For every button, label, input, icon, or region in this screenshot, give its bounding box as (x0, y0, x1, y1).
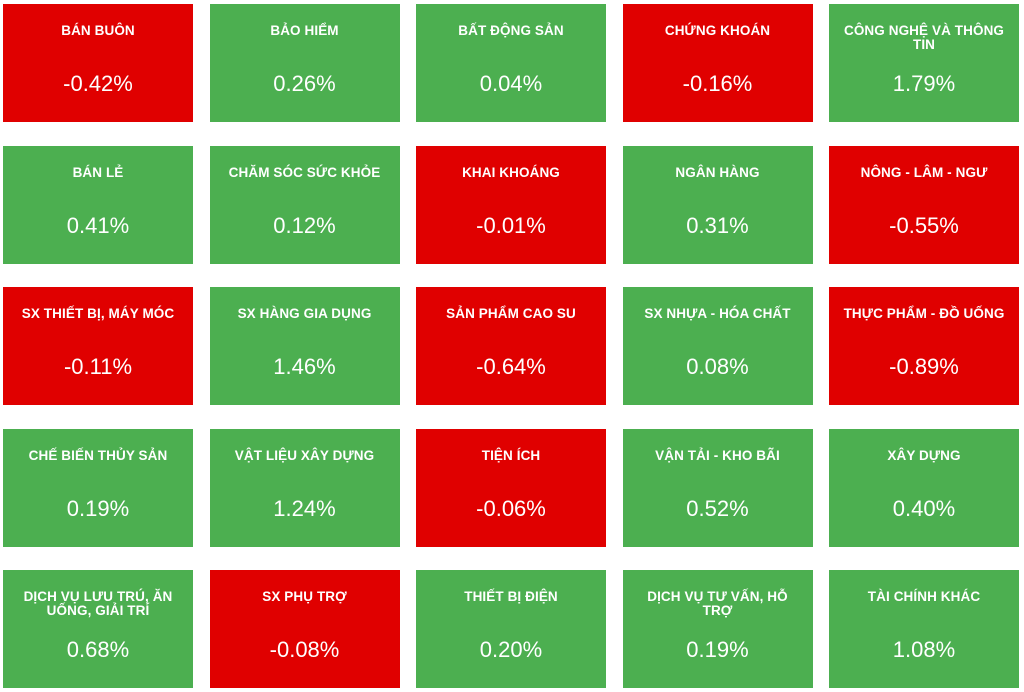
sector-change: 0.19% (686, 637, 749, 662)
sector-tile[interactable]: VẬN TẢI - KHO BÃI 0.52% (622, 428, 813, 547)
sector-name: XÂY DỰNG (887, 447, 961, 463)
sector-tile[interactable]: THỰC PHẨM - ĐỒ UỐNG -0.89% (829, 287, 1019, 405)
sector-change: -0.11% (63, 354, 133, 379)
sector-name: SX THIẾT BỊ, MÁY MÓC (21, 306, 175, 321)
sector-change: 0.19% (66, 495, 130, 521)
sector-change: -0.64% (476, 354, 546, 379)
sector-heatmap-grid: BÁN BUÔN -0.42% BẢO HIỂM 0.26% BẤT ĐỘNG SẢ… (3, 4, 1019, 688)
sector-name: KHAI KHOÁNG (462, 164, 560, 180)
sector-change: 0.08% (686, 354, 749, 379)
sector-tile[interactable]: VẬT LIỆU XÂY DỰNG 1.24% (209, 428, 400, 547)
sector-change: 0.40% (892, 495, 956, 521)
sector-tile[interactable]: BÁN LẺ 0.41% (3, 145, 193, 264)
sector-name: VẬN TẢI - KHO BÃI (655, 447, 780, 463)
sector-change: 0.31% (686, 212, 749, 238)
sector-tile[interactable]: BẤT ĐỘNG SẢN 0.04% (416, 4, 606, 122)
sector-name: SX PHỤ TRỢ (262, 589, 347, 604)
sector-tile[interactable]: SẢN PHẨM CAO SU -0.64% (416, 287, 606, 405)
sector-tile[interactable]: THIẾT BỊ ĐIỆN 0.20% (416, 570, 606, 688)
sector-tile[interactable]: SX NHỰA - HÓA CHẤT 0.08% (622, 287, 813, 405)
sector-tile[interactable]: TÀI CHÍNH KHÁC 1.08% (829, 570, 1019, 688)
sector-tile[interactable]: TIỆN ÍCH -0.06% (416, 428, 606, 547)
sector-change: 0.41% (66, 212, 130, 238)
sector-change: 1.46% (273, 354, 336, 379)
sector-name: TIỆN ÍCH (481, 447, 541, 463)
sector-change: -0.55% (889, 212, 959, 238)
sector-name: SX HÀNG GIA DỤNG (237, 306, 372, 321)
sector-tile[interactable]: DỊCH VỤ LƯU TRÚ, ĂN UỐNG, GIẢI TRÍ 0.68% (3, 570, 193, 688)
sector-name: THIẾT BỊ ĐIỆN (464, 589, 558, 604)
sector-change: 0.52% (686, 495, 749, 521)
sector-name: DỊCH VỤ TƯ VẤN, HỖ TRỢ (647, 589, 788, 618)
sector-change: -0.08% (269, 637, 340, 662)
sector-name: NGÂN HÀNG (675, 164, 760, 180)
sector-tile[interactable]: CHẾ BIẾN THỦY SẢN 0.19% (3, 428, 193, 547)
sector-tile[interactable]: SX THIẾT BỊ, MÁY MÓC -0.11% (3, 287, 193, 405)
sector-name: CHỨNG KHOÁN (664, 23, 771, 38)
sector-name: DỊCH VỤ LƯU TRÚ, ĂN UỐNG, GIẢI TRÍ (23, 589, 173, 618)
sector-name: SX NHỰA - HÓA CHẤT (644, 306, 791, 321)
sector-name: CHẾ BIẾN THỦY SẢN (28, 447, 168, 463)
sector-name: BẢO HIỂM (270, 23, 339, 38)
sector-name: CÔNG NGHỆ VÀ THÔNG TIN (843, 23, 1005, 52)
sector-change: -0.42% (63, 71, 133, 96)
sector-tile[interactable]: SX HÀNG GIA DỤNG 1.46% (209, 287, 400, 405)
sector-change: 0.68% (66, 637, 130, 662)
sector-change: 0.20% (479, 637, 543, 662)
sector-tile[interactable]: XÂY DỰNG 0.40% (829, 428, 1019, 547)
sector-tile[interactable]: CÔNG NGHỆ VÀ THÔNG TIN 1.79% (829, 4, 1019, 122)
sector-tile[interactable]: KHAI KHOÁNG -0.01% (416, 145, 606, 264)
sector-change: 0.04% (479, 71, 543, 96)
sector-tile[interactable]: BÁN BUÔN -0.42% (3, 4, 193, 122)
sector-name: TÀI CHÍNH KHÁC (867, 589, 981, 604)
sector-name: BẤT ĐỘNG SẢN (458, 23, 564, 38)
sector-tile[interactable]: NGÂN HÀNG 0.31% (622, 145, 813, 264)
sector-change: 1.24% (273, 495, 336, 521)
sector-change: 1.79% (892, 71, 956, 96)
sector-name: NÔNG - LÂM - NGƯ (860, 164, 988, 180)
sector-name: THỰC PHẨM - ĐỒ UỐNG (843, 306, 1005, 321)
sector-name: SẢN PHẨM CAO SU (446, 306, 576, 321)
sector-tile[interactable]: BẢO HIỂM 0.26% (209, 4, 400, 122)
sector-change: -0.16% (682, 71, 753, 96)
sector-change: -0.01% (476, 212, 546, 238)
sector-name: CHĂM SÓC SỨC KHỎE (228, 164, 381, 180)
sector-tile[interactable]: SX PHỤ TRỢ -0.08% (209, 570, 400, 688)
sector-tile[interactable]: CHĂM SÓC SỨC KHỎE 0.12% (209, 145, 400, 264)
sector-change: 0.12% (273, 212, 336, 238)
sector-name: BÁN BUÔN (61, 23, 135, 38)
sector-change: 1.08% (892, 637, 956, 662)
sector-change: 0.26% (273, 71, 336, 96)
sector-change: -0.06% (476, 495, 546, 521)
sector-name: BÁN LẺ (72, 164, 124, 180)
sector-change: -0.89% (889, 354, 959, 379)
sector-tile[interactable]: DỊCH VỤ TƯ VẤN, HỖ TRỢ 0.19% (622, 570, 813, 688)
sector-tile[interactable]: NÔNG - LÂM - NGƯ -0.55% (829, 145, 1019, 264)
sector-name: VẬT LIỆU XÂY DỰNG (234, 447, 375, 463)
sector-tile[interactable]: CHỨNG KHOÁN -0.16% (622, 4, 813, 122)
